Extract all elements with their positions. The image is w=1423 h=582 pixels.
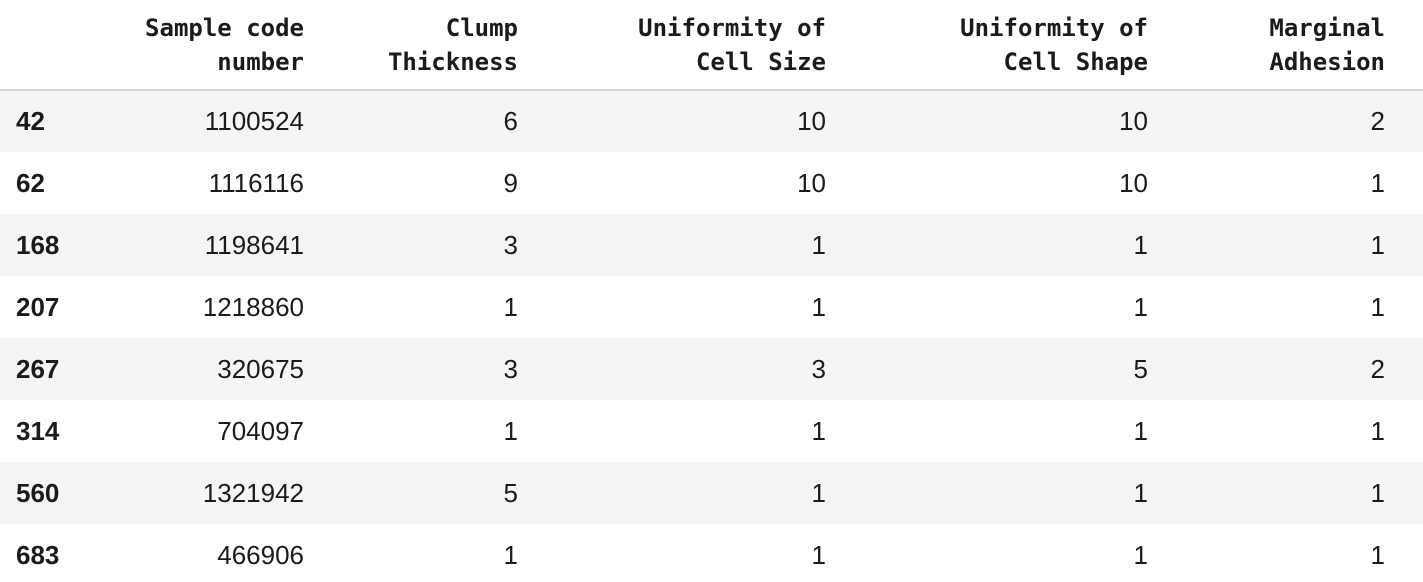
header-line: Cell Size bbox=[695, 47, 826, 76]
header-line: Cell Shape bbox=[1003, 47, 1149, 76]
table-row: 62 1116116 9 10 10 1 bbox=[0, 152, 1423, 214]
table-cell: 2 bbox=[1370, 353, 1385, 384]
row-index: 267 bbox=[16, 353, 60, 384]
table-cell: 1 bbox=[503, 291, 518, 322]
table-cell: 10 bbox=[797, 167, 826, 198]
table-cell: 1 bbox=[811, 477, 826, 508]
table-cell: 1 bbox=[1370, 229, 1385, 260]
column-header-uniformity-cell-shape: Uniformity of Cell Shape bbox=[826, 0, 1149, 91]
row-index: 207 bbox=[16, 291, 60, 322]
row-spacer bbox=[1385, 524, 1423, 582]
table-cell: 1198641 bbox=[204, 229, 304, 260]
column-header-uniformity-cell-size: Uniformity of Cell Size bbox=[518, 0, 826, 91]
table-cell: 1 bbox=[811, 539, 826, 570]
row-spacer bbox=[1385, 400, 1423, 462]
table-cell: 2 bbox=[1370, 106, 1385, 136]
header-line: Clump bbox=[445, 13, 518, 42]
table-row: 207 1218860 1 1 1 1 bbox=[0, 276, 1423, 338]
row-index: 560 bbox=[16, 477, 60, 508]
header-line: Uniformity of bbox=[960, 13, 1148, 42]
header-line: number bbox=[217, 47, 304, 76]
table-cell: 1 bbox=[503, 539, 518, 570]
table-cell: 3 bbox=[503, 353, 518, 384]
table-cell: 1 bbox=[1133, 415, 1148, 446]
table-cell: 1 bbox=[1370, 291, 1385, 322]
row-spacer bbox=[1385, 462, 1423, 524]
row-index: 314 bbox=[16, 415, 60, 446]
table-cell: 3 bbox=[811, 353, 826, 384]
table-cell: 1116116 bbox=[208, 167, 304, 198]
row-index: 168 bbox=[16, 229, 60, 260]
header-line: Uniformity of bbox=[638, 13, 826, 42]
table-cell: 10 bbox=[1119, 106, 1148, 136]
table-cell: 10 bbox=[797, 106, 826, 136]
table-row: 560 1321942 5 1 1 1 bbox=[0, 462, 1423, 524]
table-cell: 704097 bbox=[217, 415, 304, 446]
table-cell: 1 bbox=[811, 415, 826, 446]
table-cell: 1 bbox=[1370, 167, 1385, 198]
table-cell: 1321942 bbox=[202, 477, 304, 508]
table-cell: 1 bbox=[811, 229, 826, 260]
header-spacer bbox=[1385, 0, 1423, 91]
table-cell: 3 bbox=[503, 229, 518, 260]
table-cell: 1 bbox=[1370, 415, 1385, 446]
column-header-clump-thickness: Clump Thickness bbox=[304, 0, 518, 91]
row-spacer bbox=[1385, 276, 1423, 338]
row-spacer bbox=[1385, 338, 1423, 400]
row-index: 62 bbox=[16, 167, 45, 198]
row-spacer bbox=[1385, 152, 1423, 214]
table-cell: 6 bbox=[503, 106, 518, 136]
table-cell: 1 bbox=[1370, 539, 1385, 570]
header-row: Sample code number Clump Thickness Unifo… bbox=[0, 0, 1423, 91]
table-cell: 1 bbox=[503, 415, 518, 446]
table-row: 267 320675 3 3 5 2 bbox=[0, 338, 1423, 400]
table-cell: 9 bbox=[503, 167, 518, 198]
index-header bbox=[0, 0, 70, 91]
table-cell: 1 bbox=[1133, 291, 1148, 322]
table-cell: 1 bbox=[1133, 539, 1148, 570]
table-cell: 1 bbox=[1370, 477, 1385, 508]
table-row: 42 1100524 6 10 10 2 bbox=[0, 90, 1423, 152]
table-cell: 466906 bbox=[217, 539, 304, 570]
table-cell: 5 bbox=[503, 477, 518, 508]
row-index: 42 bbox=[16, 106, 45, 136]
row-spacer bbox=[1385, 90, 1423, 152]
header-line: Sample code bbox=[145, 13, 304, 42]
table-cell: 10 bbox=[1119, 167, 1148, 198]
column-header-sample-code-number: Sample code number bbox=[70, 0, 304, 91]
row-spacer bbox=[1385, 214, 1423, 276]
header-line: Marginal bbox=[1269, 13, 1385, 42]
table-row: 168 1198641 3 1 1 1 bbox=[0, 214, 1423, 276]
table-cell: 320675 bbox=[217, 353, 304, 384]
table-cell: 1218860 bbox=[202, 291, 304, 322]
table-cell: 1 bbox=[1133, 229, 1148, 260]
row-index: 683 bbox=[16, 539, 60, 570]
table-cell: 5 bbox=[1133, 353, 1148, 384]
table-row: 683 466906 1 1 1 1 bbox=[0, 524, 1423, 582]
table-cell: 1 bbox=[811, 291, 826, 322]
header-line: Adhesion bbox=[1269, 47, 1385, 76]
table-row: 314 704097 1 1 1 1 bbox=[0, 400, 1423, 462]
column-header-marginal-adhesion: Marginal Adhesion bbox=[1148, 0, 1385, 91]
table-cell: 1100524 bbox=[204, 106, 304, 136]
header-line: Thickness bbox=[387, 47, 518, 76]
table-cell: 1 bbox=[1133, 477, 1148, 508]
